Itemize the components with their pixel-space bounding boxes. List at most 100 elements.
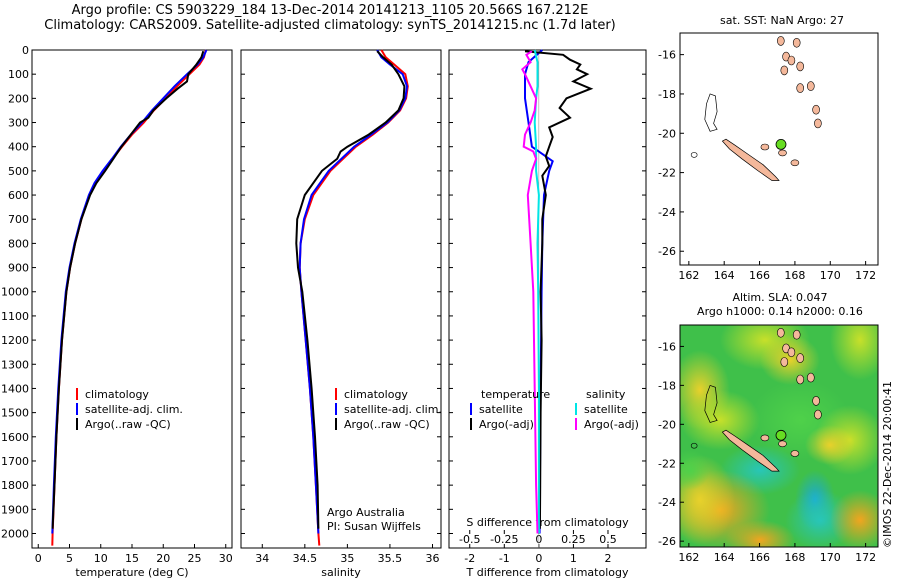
vanuatu-island (796, 353, 805, 363)
x-tick-label: 0 (35, 552, 42, 565)
vanuatu-island (780, 65, 789, 76)
sla-map-panel: 162 164 166 168 170 172 -16 -18 -20 -22 -24 -26 ©IMO… (658, 324, 894, 564)
x-tick-label: 36 (425, 552, 439, 565)
temperature-profile-panel: 0100200300400500600700800900100011001200… (1, 44, 233, 579)
y-tick-label: 1100 (1, 310, 29, 323)
y-tick-label: 1500 (1, 407, 29, 420)
new-caledonia-land (721, 138, 780, 181)
sst-map-frame (679, 32, 879, 266)
x-tick-label: 166 (749, 269, 770, 282)
y-tick-label: 1800 (1, 479, 29, 492)
series-line (524, 50, 594, 529)
x-tick-label: 34.5 (293, 552, 318, 565)
chart-title-line1: Argo profile: CS 5903229_184 13-Dec-2014… (71, 3, 589, 18)
y-tick-label: 1300 (1, 358, 29, 371)
vanuatu-island (776, 36, 785, 46)
y-tick-label: -16 (658, 340, 676, 353)
series-line (521, 50, 539, 534)
y-tick-label: 900 (8, 262, 29, 275)
y-tick-label: -16 (658, 49, 676, 62)
x-tick-label: -1 (499, 552, 510, 565)
vanuatu-island (787, 55, 796, 66)
legend-label: Argo(..raw -QC) (85, 418, 171, 431)
loyalty-island (760, 434, 770, 442)
x-tick-label: 170 (820, 551, 841, 564)
legend-label: Argo(..raw -QC) (344, 418, 430, 431)
legend-label: Argo(-adj) (479, 418, 534, 431)
sla-blob (725, 520, 795, 547)
loyalty-island (760, 143, 770, 151)
sla-blob (680, 390, 760, 450)
new-caledonia-land (721, 429, 780, 472)
chart-title-line2: Climatology: CARS2009. Satellite-adjuste… (44, 18, 616, 33)
x-axis-label: temperature (deg C) (75, 566, 188, 579)
reef-outline (704, 384, 718, 423)
x-tick-label: 172 (855, 551, 876, 564)
y-tick-label: 400 (8, 141, 29, 154)
x-tick-top-label: 0.25 (561, 533, 586, 546)
y-tick-label: 300 (8, 117, 29, 130)
x-tick-label: 162 (678, 269, 699, 282)
y-tick-label: 100 (8, 68, 29, 81)
x-tick-label: 1 (570, 552, 577, 565)
x-tick-label: -2 (464, 552, 475, 565)
y-tick-label: 700 (8, 213, 29, 226)
y-tick-label: 1900 (1, 503, 29, 516)
x-tick-label: 0 (535, 552, 542, 565)
y-tick-label: 1400 (1, 382, 29, 395)
y-tick-label: 1700 (1, 455, 29, 468)
legend-label: climatology (344, 388, 408, 401)
legend-title: temperature (481, 388, 550, 401)
x-tick-label: 25 (188, 552, 202, 565)
vanuatu-island (787, 347, 796, 358)
loyalty-island (790, 159, 800, 167)
vanuatu-island (806, 372, 815, 383)
loyalty-island (778, 149, 787, 157)
y-tick-label: 0 (22, 44, 29, 57)
sla-blob (760, 335, 820, 385)
y-tick-label: 500 (8, 165, 29, 178)
y-tick-label: -26 (658, 535, 676, 548)
x-tick-top-label: 0.5 (599, 533, 617, 546)
x-tick-label: 164 (714, 551, 735, 564)
annotation-text: Argo Australia (327, 506, 405, 519)
x-tick-label: 164 (714, 269, 735, 282)
x-tick-label: 34 (255, 552, 269, 565)
reef-outline (690, 442, 698, 449)
vanuatu-island (812, 104, 820, 115)
legend-label: satellite-adj. clim. (344, 403, 442, 416)
vanuatu-island (796, 374, 805, 385)
argo-position-marker (775, 138, 787, 150)
legend-title: salinity (586, 388, 626, 401)
sla-blob (830, 325, 878, 380)
series-line (51, 50, 205, 529)
sla-blob (830, 490, 878, 547)
y-tick-label: -22 (658, 457, 676, 470)
sla-map-frame (679, 324, 879, 548)
x-tick-label: 170 (820, 269, 841, 282)
sla-map-title-line2: Argo h1000: 0.14 h2000: 0.16 (697, 305, 863, 318)
x-tick-label: 20 (156, 552, 170, 565)
series-line (295, 50, 406, 529)
x-axis-label: T difference from climatology (466, 566, 629, 579)
loyalty-island (790, 450, 800, 457)
y-tick-label: 800 (8, 237, 29, 250)
y-tick-label: -26 (658, 245, 676, 258)
x-tick-label: 10 (94, 552, 108, 565)
x-tick-label: 168 (784, 269, 805, 282)
y-tick-label: 1000 (1, 286, 29, 299)
y-tick-label: -18 (658, 88, 676, 101)
reef-outline (690, 152, 698, 158)
sla-blob (680, 450, 710, 490)
vanuatu-island (796, 61, 805, 72)
legend-label: climatology (85, 388, 149, 401)
sla-blob (805, 425, 855, 465)
x-axis-label: salinity (321, 566, 361, 579)
sla-map-title-line1: Altim. SLA: 0.047 (732, 291, 828, 304)
y-tick-label: 1200 (1, 334, 29, 347)
vanuatu-island (776, 327, 785, 338)
y-tick-label: -24 (658, 496, 676, 509)
y-tick-label: -20 (658, 418, 676, 431)
vanuatu-island (792, 37, 801, 48)
